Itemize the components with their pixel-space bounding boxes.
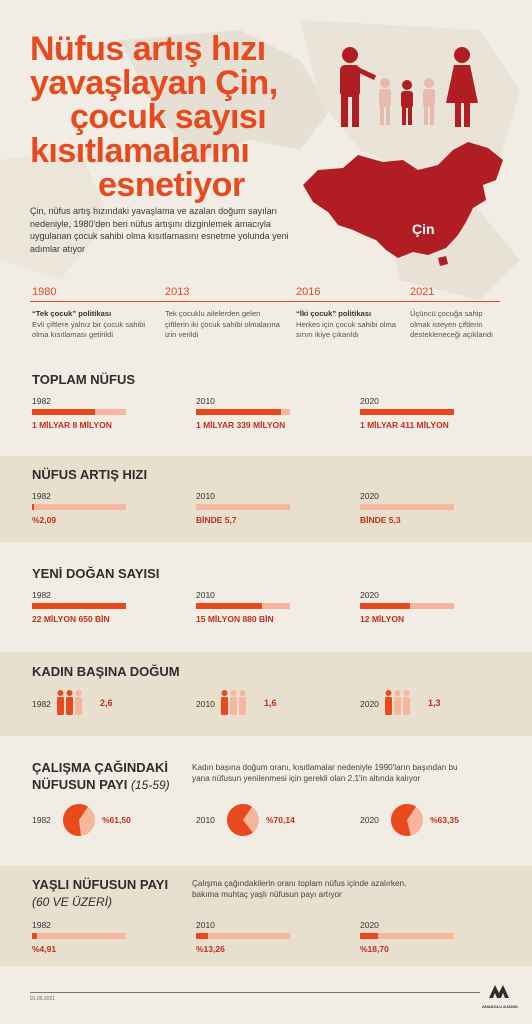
workforce-pie-slice-2010 — [227, 804, 253, 836]
fertility-people-icon-1982 — [57, 690, 82, 715]
growth-year-2020: 2020 — [360, 491, 379, 501]
section-title-growth: NÜFUS ARTIŞ HIZI — [32, 467, 148, 482]
section-title-workforce: ÇALIŞMA ÇAĞINDAKİ NÜFUSUN PAYI (15-59) — [32, 760, 170, 792]
timeline-year-2013: 2013 — [165, 286, 190, 298]
fertility-year-2010: 2010 — [196, 699, 215, 709]
growth-year-2010: 2010 — [196, 491, 215, 501]
fertility-value-1982: 2,6 — [100, 698, 113, 708]
elderly-year-2010: 2010 — [196, 920, 215, 930]
elderly-bar-1982 — [32, 933, 126, 939]
elderly-note: Çalışma çağındakilerin oranı toplam nüfu… — [192, 879, 407, 899]
footer-divider — [30, 992, 480, 993]
population-year-2010: 2010 — [196, 396, 215, 406]
growth-bar-1982 — [32, 504, 126, 510]
growth-value-2020: BİNDE 5,3 — [360, 515, 401, 525]
births-bar-2020 — [360, 603, 454, 609]
family-icon — [340, 47, 478, 127]
china-map — [303, 142, 503, 266]
births-bar-fill-2020 — [360, 603, 410, 609]
population-value-2020: 1 MİLYAR 411 MİLYON — [360, 420, 449, 430]
anadolu-agency-logo — [489, 985, 509, 998]
births-year-2020: 2020 — [360, 590, 379, 600]
population-bar-fill-1982 — [32, 409, 95, 415]
population-bar-1982 — [32, 409, 126, 415]
elderly-bar-2010 — [196, 933, 290, 939]
workforce-pie-2010 — [227, 804, 259, 836]
growth-bar-fill-1982 — [32, 504, 34, 510]
births-year-2010: 2010 — [196, 590, 215, 600]
workforce-year-1982: 1982 — [32, 815, 51, 825]
timeline-item-1980: “Tek çocuk” politikası Evli çiftlere yaln… — [32, 309, 146, 339]
elderly-bar-fill-2010 — [196, 933, 209, 939]
intro-text: Çin, nüfus artış hızındaki yavaşlama ve … — [30, 206, 289, 254]
growth-year-1982: 1982 — [32, 491, 51, 501]
workforce-year-2020: 2020 — [360, 815, 379, 825]
fertility-year-2020: 2020 — [360, 699, 379, 709]
births-bar-fill-1982 — [32, 603, 126, 609]
growth-value-2010: BİNDE 5,7 — [196, 515, 237, 525]
elderly-bar-fill-1982 — [32, 933, 37, 939]
population-year-1982: 1982 — [32, 396, 51, 406]
births-year-1982: 1982 — [32, 590, 51, 600]
section-title-elderly: YAŞLI NÜFUSUN PAYI (60 VE ÜZERİ) — [32, 877, 169, 909]
timeline-year-1980: 1980 — [32, 286, 57, 298]
population-bar-fill-2010 — [196, 409, 281, 415]
births-value-2010: 15 MİLYON 880 BİN — [196, 614, 274, 624]
population-year-2020: 2020 — [360, 396, 379, 406]
population-value-2010: 1 MİLYAR 339 MİLYON — [196, 420, 286, 430]
births-value-2020: 12 MİLYON — [360, 614, 405, 624]
section-title-fertility: KADIN BAŞINA DOĞUM — [32, 664, 180, 679]
growth-bar-2010 — [196, 504, 290, 510]
workforce-pie-1982 — [63, 804, 95, 836]
elderly-bar-2020 — [360, 933, 454, 939]
elderly-value-2020: %18,70 — [360, 944, 389, 954]
timeline-item-2013: Tek çocuklu ailelerden gelen çiftlerin i… — [165, 309, 280, 339]
workforce-pie-slice-1982 — [63, 804, 89, 836]
growth-bar-2020 — [360, 504, 454, 510]
workforce-value-2020: %63,35 — [430, 815, 459, 825]
workforce-pie-slice-2020 — [391, 804, 417, 836]
timeline-line — [30, 301, 500, 302]
section-title-population: TOPLAM NÜFUS — [32, 372, 136, 387]
footer-date: 01.06.2021 — [30, 996, 56, 1002]
fertility-people-icon-2010 — [221, 690, 246, 715]
page-title: Nüfus artış hızı yavaşlayan Çin, çocuk s… — [30, 30, 278, 204]
population-bar-fill-2020 — [360, 409, 454, 415]
elderly-year-2020: 2020 — [360, 920, 379, 930]
workforce-value-1982: %61,50 — [102, 815, 131, 825]
population-value-1982: 1 MİLYAR 8 MİLYON — [32, 420, 112, 430]
elderly-year-1982: 1982 — [32, 920, 51, 930]
fertility-year-1982: 1982 — [32, 699, 51, 709]
elderly-bar-fill-2020 — [360, 933, 378, 939]
fertility-value-2010: 1,6 — [264, 698, 277, 708]
births-bar-1982 — [32, 603, 126, 609]
timeline-item-2016: “İki çocuk” politikası Herkes için çocuk … — [296, 309, 397, 339]
workforce-note: Kadın başına doğum oranı, kısıtlamalar n… — [192, 763, 458, 783]
elderly-value-2010: %13,26 — [196, 944, 225, 954]
workforce-pie-2020 — [391, 804, 423, 836]
workforce-year-2010: 2010 — [196, 815, 215, 825]
timeline-item-2021: Üçüncü çocuğa sahip olmak isteyen çiftle… — [410, 309, 494, 339]
fertility-value-2020: 1,3 — [428, 698, 441, 708]
timeline-year-2021: 2021 — [410, 286, 435, 298]
elderly-band — [0, 866, 532, 966]
population-bar-2010 — [196, 409, 290, 415]
elderly-value-1982: %4,91 — [32, 944, 57, 954]
growth-value-1982: %2,09 — [32, 515, 57, 525]
growth-band — [0, 456, 532, 542]
timeline-year-2016: 2016 — [296, 286, 321, 298]
births-bar-fill-2010 — [196, 603, 262, 609]
fertility-band — [0, 652, 532, 736]
china-map-label: Çin — [412, 221, 435, 237]
population-bar-2020 — [360, 409, 454, 415]
births-value-1982: 22 MİLYON 650 BİN — [32, 614, 110, 624]
anadolu-agency-logo-text: ANADOLU AJANSI — [482, 1004, 518, 1009]
fertility-people-icon-2020 — [385, 690, 410, 715]
section-title-births: YENİ DOĞAN SAYISI — [32, 566, 160, 581]
workforce-value-2010: %70,14 — [266, 815, 295, 825]
births-bar-2010 — [196, 603, 290, 609]
